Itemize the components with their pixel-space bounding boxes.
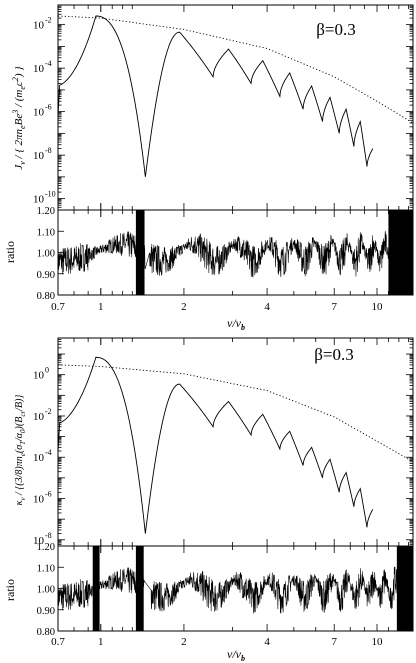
x-tick-label: 1: [98, 301, 104, 313]
y-tick-label: 10: [33, 452, 45, 464]
emission-ticks: [57, 4, 413, 211]
x-tick-label: 2: [181, 636, 187, 648]
emission-ratio-ylabel: ratio: [3, 241, 17, 263]
absorption-ticks: [57, 337, 413, 547]
y-tick-exponent: 0: [45, 366, 49, 375]
x-tick-label: 10: [372, 301, 384, 313]
x-tick-label: 1: [98, 636, 104, 648]
y-tick-exponent: -2: [45, 407, 52, 416]
x-tick-label: 7: [331, 636, 337, 648]
y-tick-label: 0.90: [37, 270, 55, 281]
absorption-annotation: β=0.3: [314, 345, 354, 364]
y-tick-exponent: -2: [45, 16, 52, 25]
y-tick-label: 10: [33, 20, 45, 32]
y-tick-label: 1.10: [37, 227, 55, 238]
emission-ratio-panel: 0.80 0.90 1.00 1.10 1.20 ratio 0.7 1 2 4 7 10 ν/ν…: [3, 206, 414, 332]
y-tick-label: 10: [33, 411, 45, 423]
ratio-dense-block: [388, 210, 413, 295]
x-tick-label: 7: [331, 301, 337, 313]
y-tick-exponent: -10: [45, 190, 56, 199]
absorption-ratio-curve: [57, 566, 414, 614]
y-tick-label: 10: [33, 370, 45, 382]
y-tick-label: 1.20: [37, 206, 55, 217]
emission-annotation: β=0.3: [316, 20, 356, 39]
x-tick-label: 4: [264, 301, 270, 313]
absorption-solid-curve: [57, 356, 374, 534]
y-tick-label: 1.20: [37, 542, 55, 553]
absorption-ratio-x-tick-labels: 0.7 1 2 4 7 10: [51, 636, 383, 648]
ratio-dense-block: [396, 546, 413, 631]
y-tick-exponent: -8: [45, 531, 52, 540]
emission-ylabel: Jν / { 2πneBe3 / (mec2) }: [11, 66, 27, 170]
y-tick-label: 0.90: [37, 606, 55, 617]
y-tick-label: 10: [33, 494, 45, 506]
emission-ratio-x-tick-labels: 0.7 1 2 4 7 10: [51, 301, 383, 313]
y-tick-label: 0.80: [37, 291, 55, 302]
absorption-ratio-blocks: [92, 546, 413, 631]
emission-plot-frame: [57, 4, 414, 211]
ratio-dense-block: [135, 546, 144, 631]
y-tick-label: 1.10: [37, 563, 55, 574]
x-tick-label: 10: [372, 636, 384, 648]
absorption-ylabel: κν / {(3/8)πne(σT/α0)(Bcr/B)}: [14, 395, 27, 506]
emission-solid-curve: [57, 15, 374, 177]
absorption-ratio-xlabel: ν/νb: [227, 647, 245, 663]
emission-ratio-y-tick-labels: 0.80 0.90 1.00 1.10 1.20: [37, 206, 55, 302]
y-tick-label: 10: [33, 63, 45, 75]
y-tick-label: 0.80: [37, 627, 55, 638]
y-tick-exponent: -4: [45, 59, 52, 68]
emission-ratio-blocks: [135, 210, 413, 295]
y-tick-label: 1.00: [37, 249, 55, 260]
emission-ratio-curve: [57, 228, 414, 278]
x-tick-label: 0.7: [51, 301, 65, 313]
y-tick-exponent: -8: [45, 146, 52, 155]
absorption-dotted-envelope: [57, 364, 414, 463]
y-tick-label: 1.00: [37, 585, 55, 596]
y-tick-exponent: -4: [45, 448, 52, 457]
emission-ratio-xlabel: ν/νb: [227, 316, 245, 332]
absorption-ratio-y-tick-labels: 0.80 0.90 1.00 1.10 1.20: [37, 542, 55, 638]
x-tick-label: 0.7: [51, 636, 65, 648]
absorption-ratio-panel: 0.80 0.90 1.00 1.10 1.20 ratio 0.7 1 2 4 7 10 ν/ν…: [3, 542, 414, 663]
y-tick-label: 10: [33, 194, 45, 206]
y-tick-label: 10: [33, 107, 45, 119]
x-tick-label: 2: [181, 301, 187, 313]
absorption-plot-frame: [57, 337, 414, 547]
y-tick-label: 10: [33, 150, 45, 162]
emission-dotted-envelope: [57, 15, 414, 124]
x-tick-label: 4: [264, 636, 270, 648]
ratio-dense-block: [135, 210, 145, 295]
y-tick-exponent: -6: [45, 103, 52, 112]
y-tick-label: 10: [33, 535, 45, 547]
absorption-ratio-ylabel: ratio: [3, 579, 17, 601]
y-tick-exponent: -6: [45, 490, 52, 499]
ratio-dense-block: [92, 546, 100, 631]
